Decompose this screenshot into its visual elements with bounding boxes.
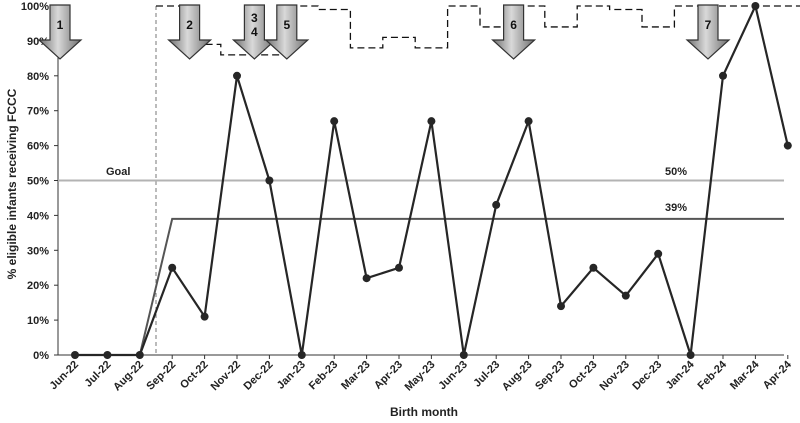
center-line bbox=[138, 217, 784, 356]
data-point bbox=[686, 351, 695, 359]
x-tick-label: Jul-22 bbox=[83, 359, 114, 390]
x-tick-label: May-23 bbox=[403, 359, 438, 394]
data-point bbox=[427, 117, 436, 126]
x-tick-label: Jun-23 bbox=[436, 359, 470, 393]
x-tick-label: Sep-23 bbox=[533, 359, 567, 393]
x-tick-label: Oct-22 bbox=[178, 359, 211, 392]
y-tick-label: 40% bbox=[27, 210, 49, 222]
data-point bbox=[330, 117, 339, 126]
x-tick-label: Dec-23 bbox=[630, 359, 664, 393]
data-point bbox=[459, 351, 468, 359]
intervention-arrow bbox=[37, 4, 83, 60]
x-tick-label: Aug-23 bbox=[500, 359, 535, 394]
x-tick-label: Apr-24 bbox=[761, 358, 795, 392]
y-tick-label: 10% bbox=[27, 315, 49, 327]
x-tick-label: Feb-24 bbox=[696, 358, 730, 392]
center-line-value-label: 39% bbox=[665, 202, 687, 214]
series-layer bbox=[71, 2, 800, 359]
intervention-arrow-label: 4 bbox=[251, 25, 258, 39]
data-point bbox=[557, 302, 565, 311]
x-tick-label: Mar-23 bbox=[339, 359, 373, 393]
labels-layer: Goal 50% 39% % eligible infants receivin… bbox=[5, 88, 687, 419]
intervention-arrow-label: 6 bbox=[510, 18, 517, 32]
x-tick-label: Nov-22 bbox=[209, 359, 243, 393]
data-point bbox=[654, 249, 663, 258]
data-point bbox=[719, 71, 727, 80]
x-tick-label: Mar-24 bbox=[728, 358, 762, 392]
x-tick-label: Feb-23 bbox=[307, 359, 341, 393]
data-point bbox=[524, 117, 533, 126]
goal-label: Goal bbox=[106, 166, 130, 178]
y-tick-label: 0% bbox=[33, 350, 49, 362]
x-tick-label: Apr-23 bbox=[372, 359, 405, 392]
data-point bbox=[297, 351, 306, 359]
upper-control-limit-line bbox=[156, 5, 800, 56]
x-tick-label: Nov-23 bbox=[597, 359, 631, 393]
intervention-arrow-label: 7 bbox=[705, 18, 712, 32]
x-tick-label: Dec-22 bbox=[242, 359, 276, 393]
intervention-arrow-label: 1 bbox=[57, 18, 64, 32]
intervention-arrow bbox=[685, 4, 731, 60]
y-tick-label: 30% bbox=[27, 245, 49, 257]
y-axis-title: % eligible infants receiving FCCC bbox=[5, 88, 19, 279]
intervention-arrow-label: 3 bbox=[251, 11, 258, 25]
x-tick-label: Jan-23 bbox=[275, 359, 308, 392]
intervention-arrow-label: 5 bbox=[283, 18, 290, 32]
y-tick-label: 100% bbox=[21, 1, 49, 13]
data-point bbox=[589, 263, 598, 272]
axes-layer: 0%10%20%30%40%50%60%70%80%90%100%Jun-22 J… bbox=[21, 1, 795, 393]
data-point bbox=[103, 351, 112, 359]
data-point bbox=[362, 274, 371, 283]
y-tick-label: 20% bbox=[27, 280, 49, 292]
goal-value-label: 50% bbox=[665, 166, 687, 178]
x-tick-label: Jun-22 bbox=[48, 359, 82, 393]
x-tick-label: Jan-24 bbox=[664, 358, 698, 392]
data-point bbox=[233, 71, 241, 80]
data-point bbox=[168, 263, 177, 272]
y-tick-label: 50% bbox=[27, 176, 49, 188]
intervention-arrow bbox=[264, 4, 310, 60]
intervention-arrows: 1 2 34 5 6 7 bbox=[37, 4, 731, 60]
intervention-arrow bbox=[231, 4, 277, 60]
intervention-arrow bbox=[167, 4, 213, 60]
data-point bbox=[265, 176, 274, 185]
data-point bbox=[621, 291, 630, 300]
x-tick-label: Sep-22 bbox=[144, 359, 178, 393]
y-tick-label: 60% bbox=[27, 141, 49, 153]
x-tick-label: Jul-23 bbox=[471, 359, 502, 390]
y-tick-label: 80% bbox=[27, 71, 49, 83]
data-point bbox=[492, 200, 501, 209]
x-tick-label: Aug-22 bbox=[111, 359, 146, 394]
x-tick-label: Oct-23 bbox=[567, 359, 600, 392]
data-point bbox=[783, 141, 792, 150]
intervention-arrow bbox=[491, 4, 537, 60]
reference-lines bbox=[58, 6, 784, 356]
data-point bbox=[135, 351, 144, 359]
y-tick-label: 70% bbox=[27, 106, 49, 118]
data-point bbox=[751, 2, 760, 10]
intervention-arrow-label: 2 bbox=[186, 18, 193, 32]
data-point bbox=[71, 351, 79, 359]
data-point bbox=[200, 312, 209, 321]
data-point bbox=[395, 263, 403, 272]
x-axis-title: Birth month bbox=[390, 405, 458, 419]
